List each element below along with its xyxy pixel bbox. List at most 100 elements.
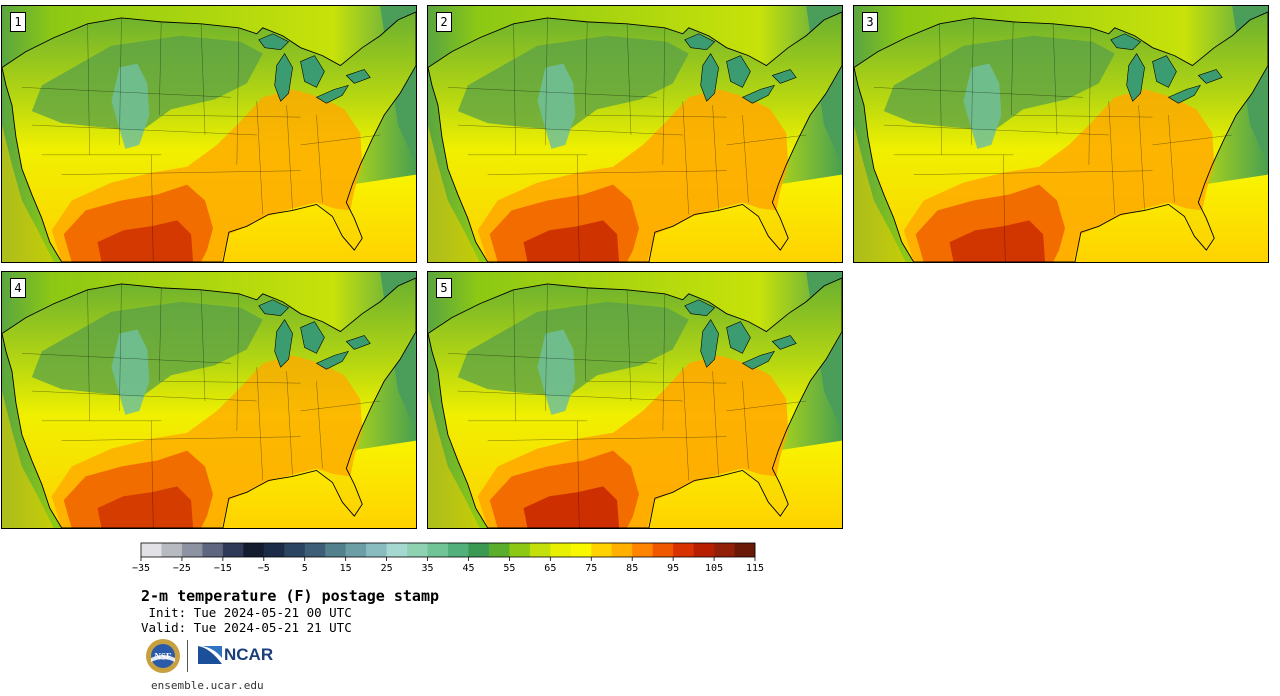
colorbar-tick-label: 55 [503, 563, 515, 574]
colorbar-frame [140, 542, 756, 558]
colorbar-swatch [243, 543, 265, 557]
state-border [1108, 101, 1115, 215]
colorbar-swatch [591, 543, 613, 557]
colorbar-swatch [488, 543, 510, 557]
state-border [585, 21, 588, 116]
mountain-region [111, 329, 150, 415]
great-lake [771, 69, 797, 84]
colorbar-swatch [448, 543, 469, 557]
great-lake [726, 321, 751, 354]
state-border [161, 380, 301, 384]
great-lake [345, 69, 371, 84]
great-lake [700, 53, 719, 102]
state-border [31, 124, 257, 136]
state-border [1011, 21, 1014, 116]
state-border [712, 371, 719, 477]
state-border [577, 420, 580, 528]
great-lake [315, 350, 349, 370]
colorbar-tick-label: 85 [626, 563, 638, 574]
state-border [1152, 134, 1233, 146]
member-number-label: 3 [862, 12, 878, 32]
state-border [151, 154, 154, 262]
state-border [31, 390, 257, 402]
state-border [316, 381, 323, 469]
great-lake [1110, 33, 1142, 50]
state-border [1088, 27, 1092, 165]
colorbar-tick-label: 115 [746, 563, 764, 574]
great-lake [1152, 55, 1177, 88]
ensemble-member-panel[interactable]: 5 [427, 271, 843, 529]
colorbar-swatch [202, 543, 224, 557]
colorbar-tick-label: −35 [132, 563, 150, 574]
site-url: ensemble.ucar.edu [151, 679, 264, 692]
colorbar-tick-label: 75 [585, 563, 597, 574]
init-time: Init: Tue 2024-05-21 00 UTC [141, 605, 352, 620]
colorbar-swatch [714, 543, 735, 557]
state-border [200, 23, 206, 135]
mountain-region [963, 63, 1002, 149]
hottest-region [949, 220, 1046, 262]
colorbar-swatch [141, 543, 162, 557]
ensemble-member-panel[interactable]: 1 [1, 5, 417, 263]
colorbar-tick-label: −5 [258, 563, 270, 574]
coastal-region [2, 125, 54, 262]
colorbar-tick-label: 95 [667, 563, 679, 574]
member-number-label: 1 [10, 12, 26, 32]
state-border [913, 170, 1153, 175]
great-lake [741, 350, 775, 370]
state-border [1052, 23, 1058, 135]
mountain-region [537, 63, 576, 149]
state-border [1003, 154, 1006, 262]
colorbar-swatch [161, 543, 183, 557]
state-border [682, 101, 689, 215]
state-border [161, 114, 301, 118]
colorbar-swatch [468, 543, 490, 557]
state-border [300, 134, 381, 146]
ncar-logo-text: NCAR [224, 645, 274, 664]
colorbar-swatch [263, 543, 285, 557]
figure-title: 2-m temperature (F) postage stamp [141, 587, 440, 605]
coastline [2, 277, 416, 528]
gulf-area [646, 174, 842, 262]
colorbar-tick-label: 65 [544, 563, 556, 574]
colorbar-tick-label: −25 [173, 563, 191, 574]
great-lake [258, 299, 290, 316]
state-border [151, 420, 154, 528]
colorbar-swatch [611, 543, 633, 557]
hottest-region [97, 486, 194, 528]
great-lake [1126, 53, 1145, 102]
temperature-map [854, 6, 1268, 262]
great-lake [684, 33, 716, 50]
colorbar-tick-label: 105 [705, 563, 723, 574]
state-border [513, 23, 516, 155]
state-border [587, 114, 727, 118]
colorbar-swatch [673, 543, 694, 557]
state-border [545, 17, 548, 145]
colorbar-swatch [427, 543, 449, 557]
colorbar-swatch [345, 543, 367, 557]
great-lake [771, 335, 797, 350]
great-lake [1167, 84, 1201, 104]
colorbar-swatch [407, 543, 428, 557]
state-border [487, 436, 727, 441]
mountain-region [111, 63, 150, 149]
state-border [726, 400, 807, 412]
colorbar-swatch [632, 543, 653, 557]
colorbar-swatch [325, 543, 346, 557]
temperature-colorbar: −35 −25 −15 −5 5 15 25 35 45 55 65 75 85 95 105 115 [132, 542, 764, 574]
great-lake [274, 319, 293, 368]
ensemble-member-panel[interactable]: 4 [1, 271, 417, 529]
coastal-region [428, 391, 480, 528]
state-border [286, 371, 293, 477]
great-lake [345, 335, 371, 350]
state-border [726, 134, 807, 146]
ensemble-member-panel[interactable]: 3 [853, 5, 1269, 263]
ensemble-member-panel[interactable]: 2 [427, 5, 843, 263]
state-border [61, 170, 301, 175]
colorbar-swatch [734, 543, 756, 557]
hottest-region [523, 486, 620, 528]
great-lake [300, 321, 325, 354]
colorbar-swatch [550, 543, 572, 557]
great-lake [258, 33, 290, 50]
state-border [626, 23, 632, 135]
